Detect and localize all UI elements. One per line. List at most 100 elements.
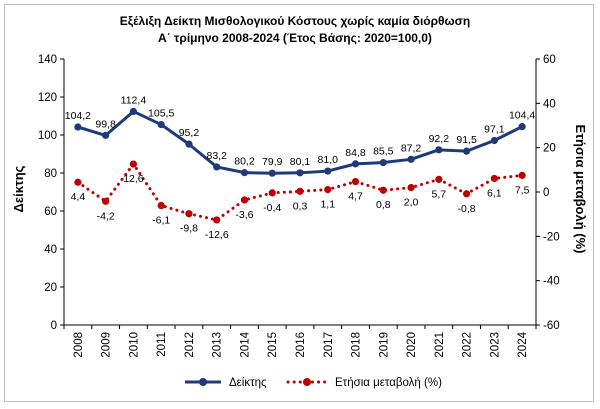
index-point (74, 123, 82, 131)
change-point (129, 160, 138, 168)
index-point (324, 167, 332, 175)
left-tick-label: 140 (38, 54, 57, 66)
x-tick-label: 2016 (295, 332, 307, 358)
index-point (351, 160, 360, 168)
index-point (407, 155, 415, 163)
change-data-label: 12,6 (123, 173, 144, 185)
change-data-label: 0,8 (376, 199, 391, 211)
index-point (213, 163, 221, 171)
x-tick-label: 2011 (156, 332, 168, 357)
x-tick-label: 2010 (128, 332, 140, 358)
left-tick-label: 100 (38, 130, 57, 142)
index-point (157, 120, 165, 129)
left-axis-label: Δείκτης (11, 165, 26, 212)
index-data-label: 85,5 (373, 146, 394, 158)
change-data-label: 0,3 (293, 200, 308, 212)
index-point (379, 158, 387, 167)
x-tick-label: 2008 (73, 332, 85, 358)
x-tick-label: 2013 (212, 332, 224, 358)
change-point (240, 196, 249, 204)
index-data-label: 104,2 (65, 110, 91, 122)
change-data-label: 2,0 (404, 197, 419, 209)
x-tick-label: 2015 (267, 332, 279, 358)
right-tick-label: -20 (543, 231, 560, 243)
x-axis-ticks: 2008 2009 2010 2011 2012 2013 2014 2015 2016 2017… (63, 325, 537, 358)
change-point (324, 185, 332, 194)
legend-marker-index (199, 378, 207, 386)
series-layer (74, 107, 526, 224)
x-tick-label: 2019 (378, 332, 390, 358)
change-data-label: 4,7 (348, 191, 363, 203)
index-data-label: 83,2 (206, 150, 227, 162)
index-point (490, 136, 498, 145)
index-data-label: 81,0 (318, 154, 339, 166)
x-tick-label: 2024 (517, 331, 529, 357)
legend-marker-change (303, 378, 311, 386)
x-tick-label: 2009 (101, 332, 113, 358)
change-data-label: -9,8 (180, 223, 198, 235)
right-tick-label: 40 (543, 98, 556, 110)
right-tick-label: 60 (543, 54, 556, 66)
left-tick-label: 120 (38, 92, 57, 104)
change-data-label: -0,4 (263, 202, 281, 214)
change-data-label: -4,2 (97, 210, 115, 222)
change-data-label: 4,4 (71, 191, 86, 203)
index-point (296, 169, 304, 177)
change-data-label: -0,8 (458, 203, 476, 215)
change-point (379, 186, 387, 194)
index-point (102, 131, 110, 139)
change-data-label: 1,1 (320, 199, 335, 211)
index-data-label: 104,4 (509, 110, 535, 122)
x-tick-label: 2018 (351, 332, 363, 358)
right-tick-label: 20 (543, 143, 556, 155)
index-point (268, 169, 276, 177)
change-point (268, 189, 276, 197)
chart-title-line-2: Α΄ τρίμηνο 2008-2024 (Έτος Βάσης: 2020=1… (158, 31, 432, 45)
left-tick-label: 60 (44, 206, 57, 218)
change-point (213, 216, 221, 224)
left-tick-label: 80 (44, 168, 57, 180)
change-data-label: 7,5 (515, 184, 530, 196)
index-point (462, 147, 471, 155)
left-tick-label: 20 (44, 282, 57, 294)
change-point (185, 210, 193, 218)
index-point (129, 107, 138, 116)
change-point (102, 197, 110, 205)
index-data-label: 80,2 (234, 156, 255, 168)
right-tick-label: -60 (543, 320, 560, 332)
legend-label-change: Ετήσια μεταβολή (%) (335, 377, 442, 389)
change-point (74, 178, 82, 186)
x-tick-label: 2022 (462, 332, 474, 358)
right-axis-ticks: -60 -40 -20 0 20 40 60 (536, 54, 560, 332)
change-point (518, 171, 526, 179)
chart-title-line-1: Εξέλιξη Δείκτη Μισθολογικού Κόστους χωρί… (120, 14, 470, 28)
index-data-label: 91,5 (456, 134, 477, 146)
left-axis-ticks: 0 20 40 60 80 100 120 140 (38, 54, 64, 332)
right-axis-label: Ετήσια μεταβολή (%) (573, 125, 588, 254)
x-tick-label: 2023 (489, 332, 501, 358)
change-point (435, 175, 443, 183)
x-tick-label: 2021 (434, 332, 446, 358)
change-data-label: -6,1 (152, 215, 170, 227)
index-data-label: 92,2 (429, 133, 450, 145)
index-data-label: 80,1 (290, 156, 311, 168)
index-point (240, 169, 249, 177)
index-data-label: 84,8 (345, 147, 366, 159)
index-data-label: 97,1 (484, 124, 505, 136)
right-tick-label: -40 (543, 276, 560, 288)
index-point (518, 123, 526, 131)
index-data-label: 95,2 (179, 127, 200, 139)
chart-frame: Εξέλιξη Δείκτη Μισθολογικού Κόστους χωρί… (4, 4, 594, 402)
change-data-label: 5,7 (432, 188, 447, 200)
index-data-label: 112,4 (121, 94, 147, 106)
x-tick-label: 2014 (239, 331, 251, 357)
change-point (157, 201, 165, 210)
left-tick-label: 40 (44, 244, 57, 256)
change-point (351, 177, 360, 186)
x-tick-label: 2012 (184, 332, 196, 358)
change-data-label: -12,6 (205, 229, 229, 241)
x-tick-label: 2020 (406, 332, 418, 358)
legend-label-index: Δείκτης (229, 377, 267, 389)
index-data-label: 79,9 (262, 156, 283, 168)
